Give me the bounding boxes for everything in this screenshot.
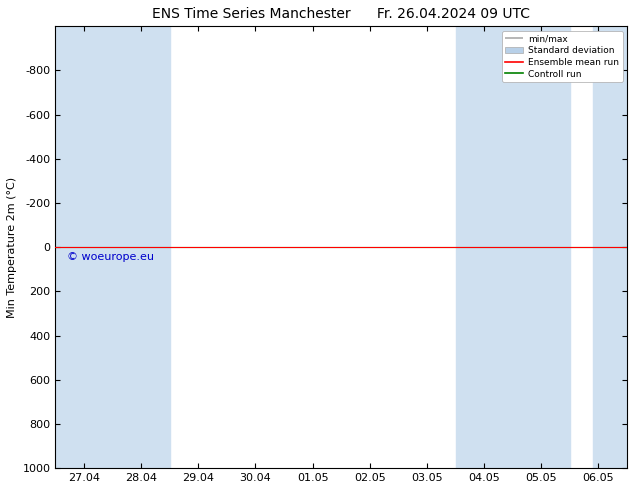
Bar xyxy=(456,26,513,468)
Y-axis label: Min Temperature 2m (°C): Min Temperature 2m (°C) xyxy=(7,177,17,318)
Bar xyxy=(112,26,170,468)
Title: ENS Time Series Manchester      Fr. 26.04.2024 09 UTC: ENS Time Series Manchester Fr. 26.04.202… xyxy=(152,7,530,21)
Text: © woeurope.eu: © woeurope.eu xyxy=(67,252,154,262)
Legend: min/max, Standard deviation, Ensemble mean run, Controll run: min/max, Standard deviation, Ensemble me… xyxy=(501,31,623,82)
Bar xyxy=(593,26,627,468)
Bar xyxy=(55,26,112,468)
Bar xyxy=(513,26,570,468)
